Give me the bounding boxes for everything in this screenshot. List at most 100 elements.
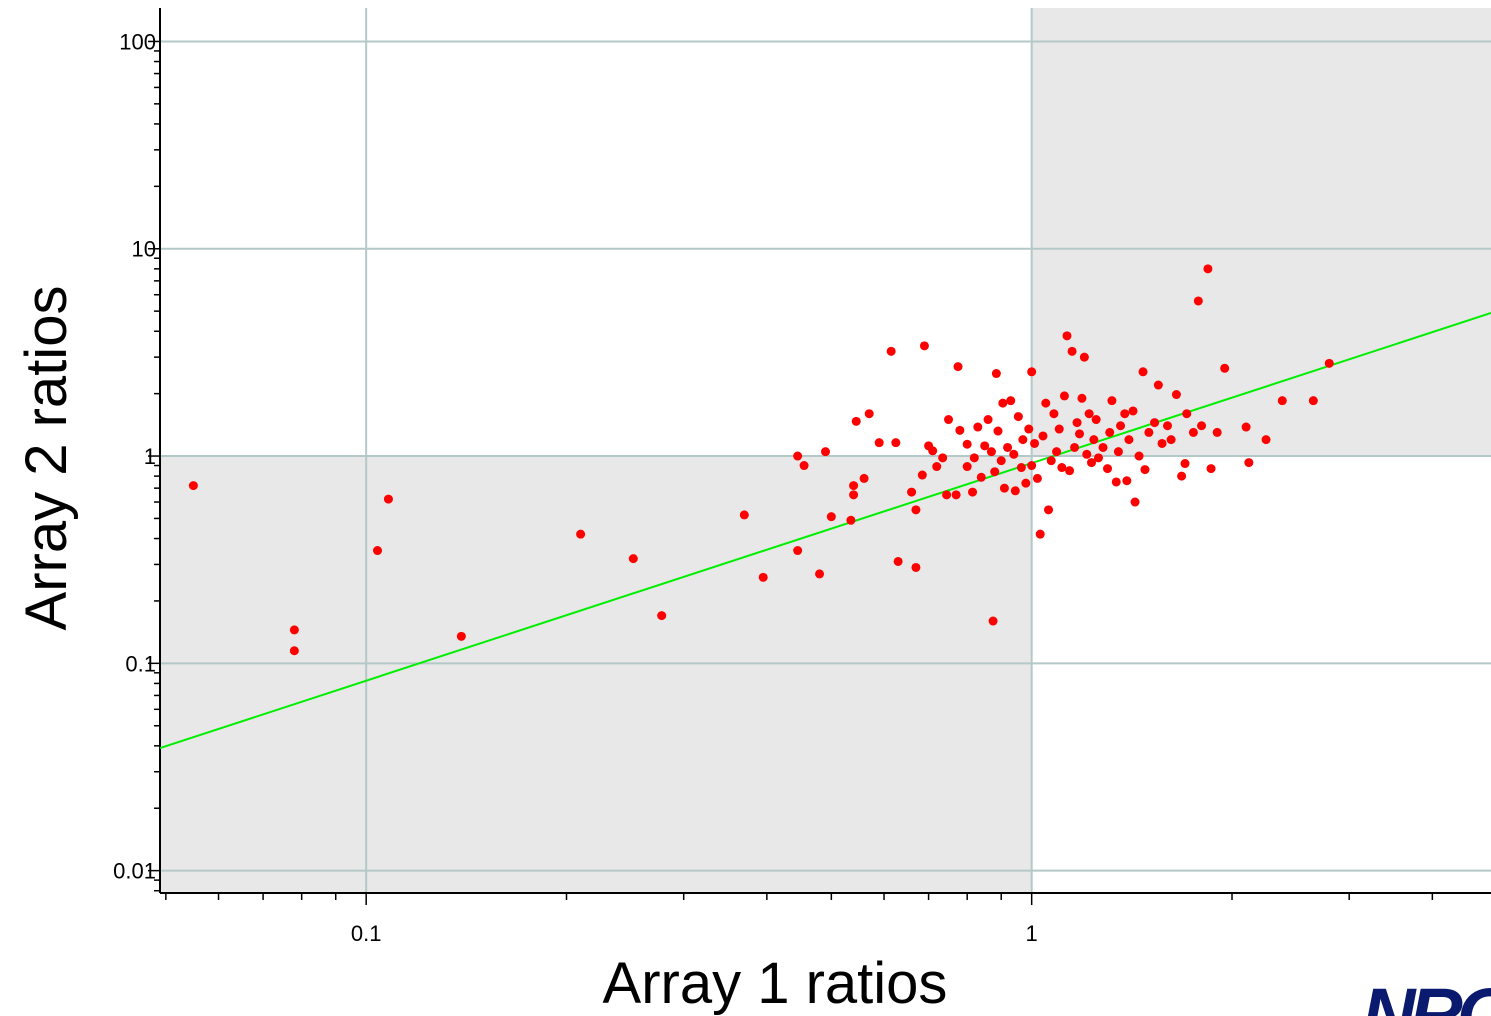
grid-lines (160, 8, 1491, 893)
data-point (849, 481, 859, 491)
data-point (917, 470, 927, 480)
data-point (1163, 421, 1173, 431)
data-point (1182, 409, 1192, 419)
data-point (1261, 435, 1271, 445)
data-point (758, 572, 768, 582)
data-point (911, 505, 921, 515)
data-point (928, 446, 938, 456)
data-point (1003, 442, 1013, 452)
data-point (993, 426, 1003, 436)
data-point (983, 415, 993, 425)
data-point (1193, 296, 1203, 306)
data-point (1171, 390, 1181, 400)
x-axis-title: Array 1 ratios (603, 951, 948, 1016)
data-point (657, 611, 667, 621)
data-point (1054, 424, 1064, 434)
fit-line-layer (159, 312, 1491, 750)
data-point (1144, 427, 1154, 437)
data-point (1128, 406, 1138, 416)
data-point (996, 456, 1006, 466)
data-point (849, 490, 859, 500)
data-point (851, 416, 861, 426)
shade-high-high (1031, 8, 1491, 457)
data-point (1130, 497, 1140, 507)
y-tick-label: 1 (144, 444, 156, 469)
data-point (1049, 409, 1059, 419)
data-point (953, 362, 963, 372)
data-point (1077, 393, 1087, 403)
data-point (799, 461, 809, 471)
data-point (1038, 431, 1048, 441)
svg-text:NRC: NRC (1362, 973, 1491, 1016)
data-point (1308, 396, 1318, 406)
data-point (1103, 464, 1113, 474)
data-point (1140, 465, 1150, 475)
data-point (1277, 396, 1287, 406)
data-point (1016, 463, 1026, 473)
data-point (969, 453, 979, 463)
data-point (859, 473, 869, 483)
data-point (1030, 438, 1040, 448)
data-point (826, 512, 836, 522)
data-point (383, 494, 393, 504)
data-point (1070, 442, 1080, 452)
y-axis-title: Array 2 ratios (14, 286, 79, 631)
data-point (1072, 418, 1082, 428)
data-point (874, 438, 884, 448)
fit-line (159, 312, 1491, 750)
data-point (1041, 398, 1051, 408)
data-point (1120, 409, 1130, 419)
data-point (1107, 396, 1117, 406)
data-point (1027, 461, 1037, 471)
data-point (576, 529, 586, 539)
data-point (1024, 424, 1034, 434)
data-point (962, 439, 972, 449)
data-point (793, 546, 803, 556)
data-point (999, 483, 1009, 493)
data-point (1021, 478, 1031, 488)
data-point (1150, 418, 1160, 428)
data-point (944, 415, 954, 425)
data-point (628, 554, 638, 564)
data-point (1062, 331, 1072, 341)
data-point (955, 425, 965, 435)
data-point (821, 447, 830, 457)
data-point (1113, 447, 1123, 457)
data-point (1241, 422, 1251, 432)
data-point (1006, 396, 1016, 406)
data-point (976, 472, 986, 482)
data-point (893, 556, 903, 566)
data-point (1018, 435, 1028, 445)
y-tick-label: 0.1 (125, 651, 156, 676)
data-point (938, 453, 948, 463)
data-point (739, 510, 749, 520)
data-point (1105, 427, 1115, 437)
data-point (990, 467, 1000, 477)
x-tick-label: 0.1 (351, 921, 382, 946)
data-point (1116, 421, 1126, 431)
data-point (188, 481, 198, 491)
data-point (886, 346, 896, 356)
data-point (1124, 435, 1134, 445)
data-point (1111, 477, 1121, 487)
data-point (1013, 412, 1023, 422)
data-point (864, 409, 874, 419)
data-point (991, 369, 1001, 379)
data-point (891, 438, 901, 448)
data-point (1188, 427, 1198, 437)
x-tick-label: 1 (1026, 921, 1038, 946)
data-point (1180, 459, 1190, 469)
data-point (289, 625, 299, 635)
data-point (1010, 486, 1020, 496)
data-point (1079, 352, 1089, 362)
data-point (1244, 458, 1254, 468)
data-point (1091, 415, 1101, 425)
data-point (1067, 346, 1077, 356)
y-tick-label: 100 (119, 29, 156, 54)
data-point (919, 341, 929, 351)
data-point (1009, 449, 1019, 459)
data-point (1203, 264, 1213, 274)
data-point (980, 441, 990, 451)
data-point (1035, 529, 1045, 539)
